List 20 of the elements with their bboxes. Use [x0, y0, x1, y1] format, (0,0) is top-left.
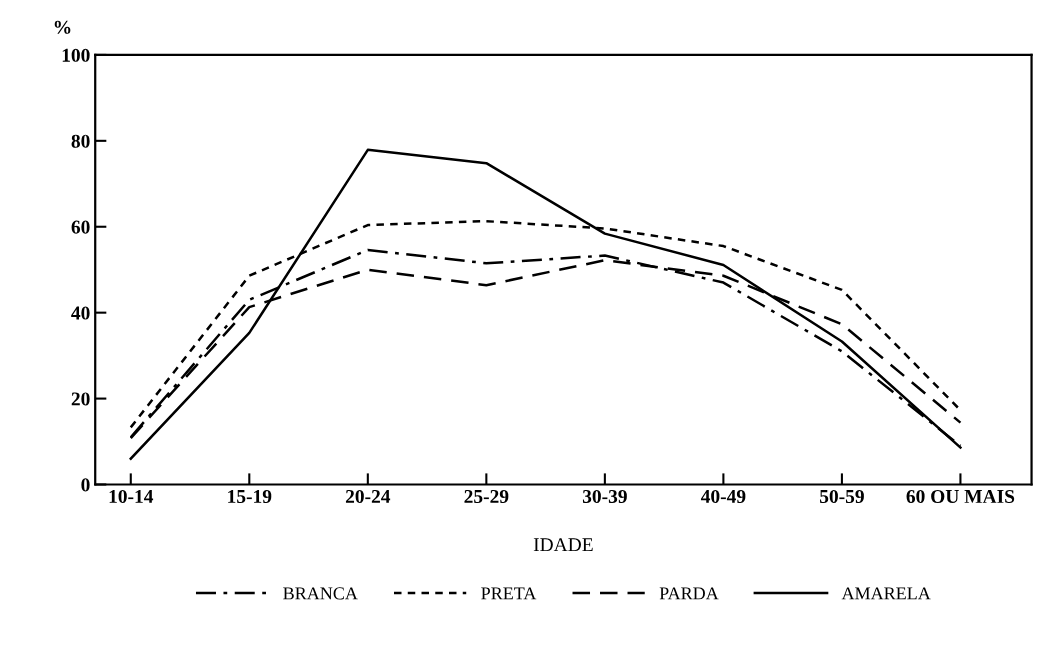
legend-label: BRANCA	[283, 587, 358, 600]
legend-label: PARDA	[659, 587, 719, 600]
y-axis-title: %	[54, 20, 71, 34]
x-tick-label: 40-49	[700, 489, 746, 504]
y-tick-label: 60	[71, 220, 90, 234]
legend-label: PRETA	[481, 587, 537, 600]
x-tick-label: 15-19	[228, 489, 272, 504]
y-tick-label: 20	[71, 392, 90, 406]
x-tick-label: 30-39	[582, 489, 627, 504]
y-tick-label: 0	[81, 478, 90, 492]
x-axis-title: IDADE	[533, 538, 593, 552]
legend-label: AMARELA	[841, 587, 931, 600]
x-tick-label: 50-59	[820, 489, 864, 504]
x-tick-label: 20-24	[345, 489, 391, 504]
y-tick-label: 40	[71, 306, 90, 320]
x-tick-label: 10-14	[109, 489, 154, 504]
y-tick-label: 100	[62, 48, 90, 62]
x-tick-label: 60 OU MAIS	[906, 489, 1015, 504]
x-tick-label: 25-29	[464, 489, 509, 504]
y-tick-label: 80	[71, 134, 90, 148]
